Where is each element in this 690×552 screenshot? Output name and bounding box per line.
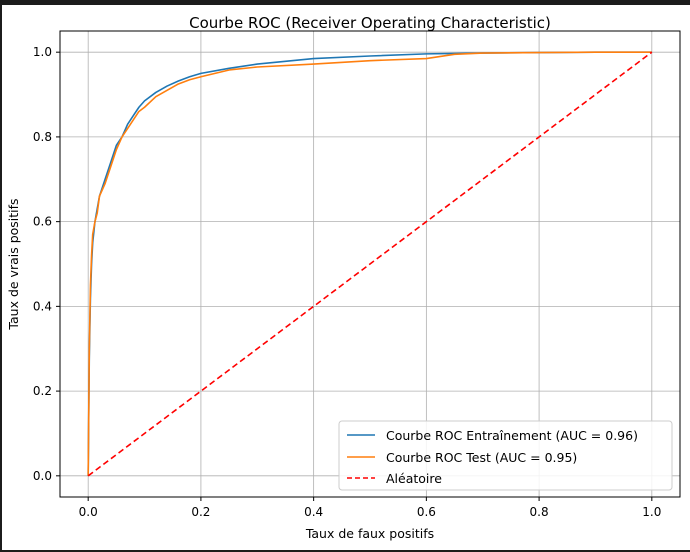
legend-label-train: Courbe ROC Entraînement (AUC = 0.96) — [386, 428, 638, 443]
window-bottom-border — [0, 550, 690, 552]
y-tick-label-5: 1.0 — [33, 45, 52, 59]
y-tick-label-0: 0.0 — [33, 469, 52, 483]
y-tick-label-1: 0.2 — [33, 384, 52, 398]
x-tick-label-5: 1.0 — [642, 505, 661, 519]
legend-label-random: Aléatoire — [386, 471, 442, 486]
x-axis-label: Taux de faux positifs — [305, 526, 434, 541]
plot-frame — [59, 30, 681, 498]
x-tick-label-0: 0.0 — [79, 505, 98, 519]
y-axis-label: Taux de vrais positifs — [6, 198, 21, 330]
chart-title: Courbe ROC (Receiver Operating Character… — [189, 14, 551, 32]
window-left-border — [0, 0, 2, 552]
window-top-border — [0, 0, 690, 5]
axis-ticks: 0.0 0.2 0.4 0.6 0.8 1.0 0.0 0.2 0.4 0.6 0.8 1.0 — [33, 45, 661, 519]
x-tick-label-1: 0.2 — [191, 505, 210, 519]
y-tick-label-2: 0.4 — [33, 299, 52, 313]
x-tick-label-4: 0.8 — [530, 505, 549, 519]
y-tick-label-4: 0.8 — [33, 130, 52, 144]
legend-label-test: Courbe ROC Test (AUC = 0.95) — [386, 450, 577, 465]
legend-box — [338, 420, 673, 491]
series-lines — [87, 51, 653, 477]
y-tick-label-3: 0.6 — [33, 215, 52, 229]
series-test-line — [87, 51, 652, 476]
legend: Courbe ROC Entraînement (AUC = 0.96) Cou… — [338, 420, 673, 491]
series-random-line — [87, 51, 653, 477]
x-tick-label-2: 0.4 — [304, 505, 323, 519]
x-tick-label-3: 0.6 — [417, 505, 436, 519]
